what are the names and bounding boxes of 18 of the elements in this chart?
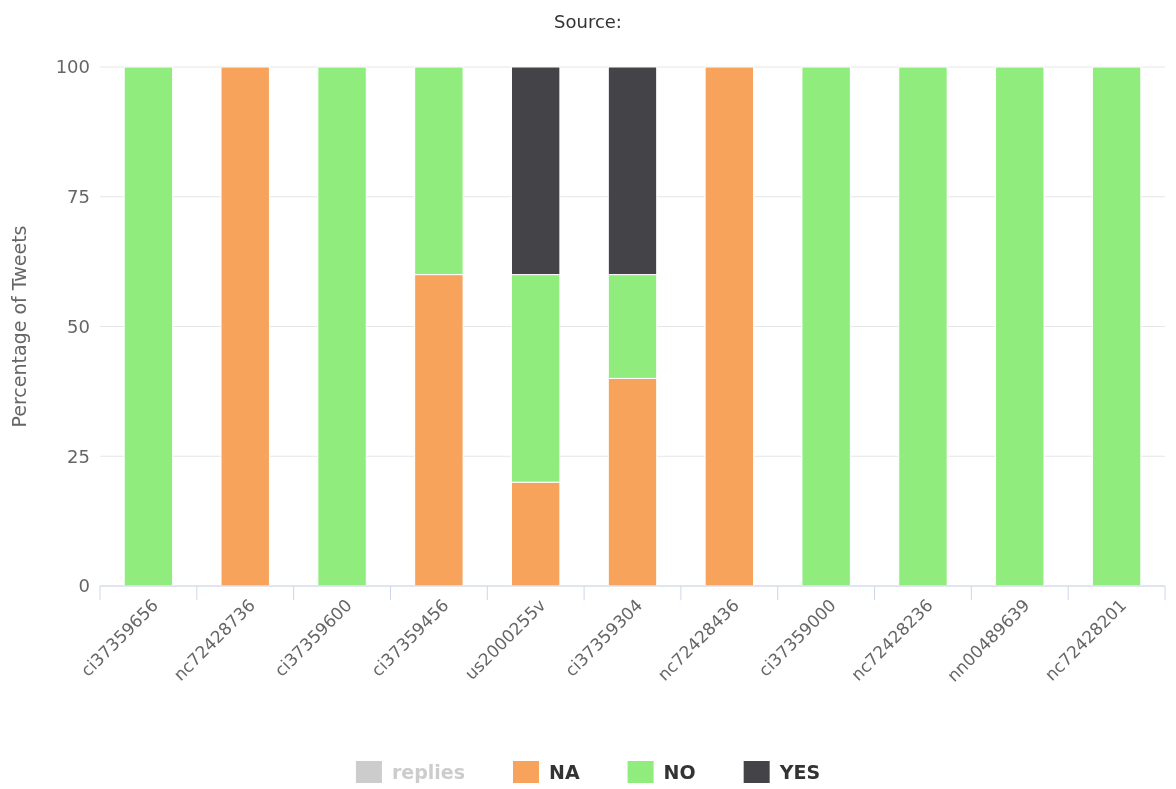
bar (898, 66, 948, 587)
y-tick-label: 25 (67, 445, 90, 467)
legend-label: NA (548, 761, 580, 783)
bar (317, 66, 367, 587)
bar (801, 66, 851, 587)
bar (995, 66, 1045, 587)
bar (220, 66, 270, 587)
legend-label: NO (663, 761, 696, 783)
bar (1091, 66, 1142, 587)
bar (704, 66, 755, 587)
y-tick-label: 50 (67, 315, 90, 337)
bar (123, 66, 174, 587)
y-tick-label: 75 (67, 186, 90, 208)
y-tick-label: 100 (55, 56, 90, 78)
y-tick-label: 0 (78, 575, 90, 597)
legend-label: YES (778, 761, 821, 783)
y-axis-title: Percentage of Tweets (8, 225, 30, 428)
chart-title: Source: (554, 11, 622, 32)
